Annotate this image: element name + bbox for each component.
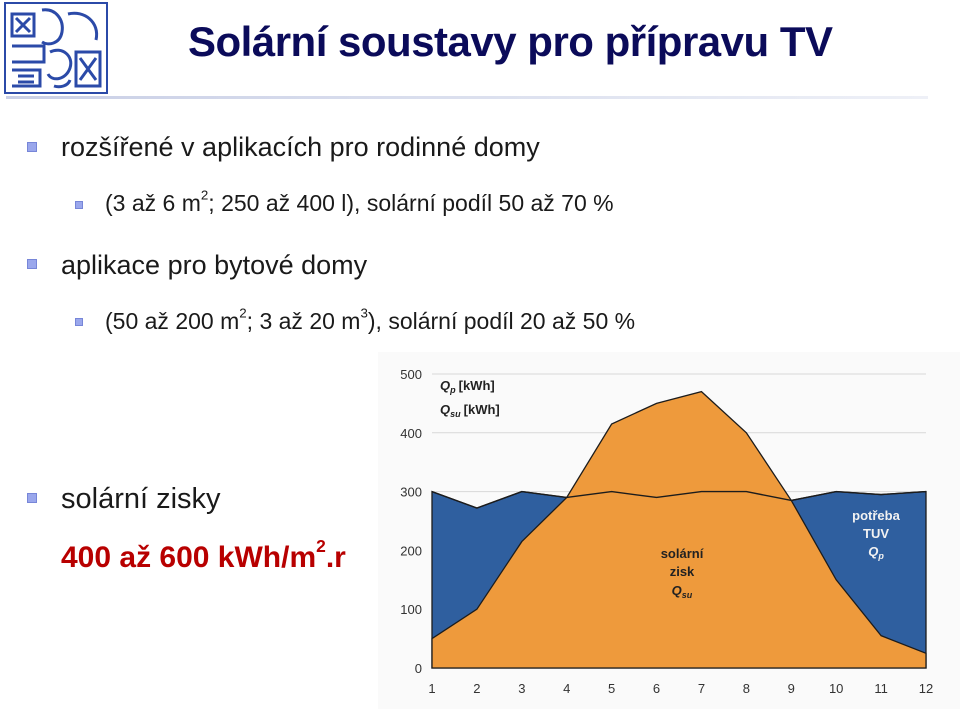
- x-tick-label: 9: [788, 681, 795, 696]
- x-tick-label: 7: [698, 681, 705, 696]
- bullet-rodinne-domy: rozšířené v aplikacích pro rodinné domy: [61, 132, 540, 162]
- x-tick-label: 8: [743, 681, 750, 696]
- bullet-marker: [27, 142, 37, 152]
- x-tick-label: 4: [563, 681, 570, 696]
- legend-qp: Qp [kWh]: [440, 378, 495, 395]
- y-tick-label: 500: [400, 367, 422, 382]
- x-tick-label: 11: [874, 681, 888, 696]
- y-tick-label: 300: [400, 485, 422, 500]
- bullet-marker: [27, 493, 37, 503]
- x-tick-label: 5: [608, 681, 615, 696]
- bullet-bytove-domy: aplikace pro bytové domy: [61, 250, 368, 280]
- sub-bullet-bytove-detail: (50 až 200 m2; 3 až 20 m3), solární podí…: [105, 305, 636, 334]
- x-tick-label: 6: [653, 681, 660, 696]
- annotation-demand: potřeba TUV Qp: [852, 508, 900, 561]
- annotation-demand-line1: potřeba: [852, 508, 900, 523]
- page-title: Solární soustavy pro přípravu TV: [188, 18, 833, 65]
- chart-legend: Qp [kWh] Qsu [kWh]: [440, 378, 500, 419]
- title-divider: [6, 96, 928, 99]
- x-tick-label: 12: [919, 681, 933, 696]
- annotation-solar-symbol: Qsu: [672, 583, 693, 600]
- solar-gain-value: 400 až 600 kWh/m2.r: [61, 536, 346, 574]
- bullet-marker: [27, 259, 37, 269]
- y-tick-label: 400: [400, 426, 422, 441]
- university-logo: [4, 2, 108, 94]
- bullet-solarni-zisky: solární zisky: [61, 483, 221, 515]
- sub-bullet-rodinne-detail: (3 až 6 m2; 250 až 400 l), solární podíl…: [105, 187, 614, 216]
- annotation-solar-line2: zisk: [670, 564, 695, 579]
- annotation-demand-symbol: Qp: [868, 544, 884, 561]
- annotation-solar-line1: solární: [661, 546, 704, 561]
- annotation-solar: solární zisk Qsu: [661, 546, 704, 600]
- y-tick-label: 200: [400, 543, 422, 558]
- x-tick-label: 10: [829, 681, 843, 696]
- x-tick-label: 3: [518, 681, 525, 696]
- demand-line: [431, 490, 927, 509]
- legend-qsu: Qsu [kWh]: [440, 402, 500, 419]
- annotation-demand-line2: TUV: [863, 526, 889, 541]
- x-tick-label: 2: [473, 681, 480, 696]
- sub-bullet-marker: [75, 318, 83, 326]
- y-tick-label: 0: [415, 661, 422, 676]
- area-solar: [431, 390, 927, 669]
- y-tick-label: 100: [400, 602, 422, 617]
- x-tick-label: 1: [428, 681, 435, 696]
- sub-bullet-marker: [75, 201, 83, 209]
